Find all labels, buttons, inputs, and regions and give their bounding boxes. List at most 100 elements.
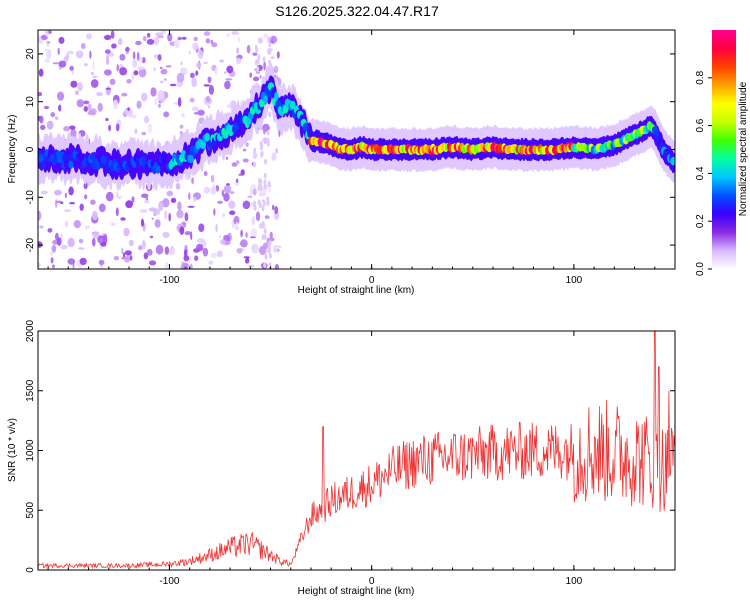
heatmap-cell [90, 152, 96, 161]
heatmap-cell [168, 212, 171, 222]
heatmap-cell [84, 225, 90, 230]
heatmap-cell [108, 124, 112, 132]
colorbar-ticks: 0.0 0.2 0.4 0.6 0.8 [695, 70, 712, 276]
heatmap-cell [235, 57, 242, 65]
heatmap-cell [195, 70, 199, 76]
heatmap-cell [238, 173, 242, 176]
heatmap-cell [306, 128, 312, 138]
heatmap-cell [266, 200, 270, 207]
heatmap-cell [113, 256, 120, 261]
heatmap-cell [46, 41, 51, 44]
heatmap-cell [55, 199, 58, 208]
heatmap-cell [184, 231, 191, 236]
heatmap-cell [105, 191, 114, 202]
heatmap-cell [217, 250, 223, 258]
heatmap-cell [155, 165, 161, 174]
heatmap-cell [207, 76, 212, 83]
heatmap-cell [162, 231, 170, 238]
heatmap-cell [131, 196, 135, 203]
heatmap-cell [79, 257, 87, 266]
y-tick-label: -20 [25, 237, 36, 252]
heatmap-cell [69, 125, 76, 130]
heatmap-cell [268, 240, 272, 246]
heatmap-cell [69, 202, 76, 205]
heatmap-cell [183, 255, 190, 262]
heatmap-cell [222, 130, 229, 139]
heatmap-cell [203, 171, 208, 176]
heatmap-cell [187, 154, 195, 164]
heatmap-cell [160, 68, 168, 75]
heatmap-cell [119, 67, 128, 76]
heatmap-cell [269, 231, 273, 239]
heatmap-cell [193, 196, 197, 202]
heatmap-cell [181, 113, 185, 118]
spectrogram-xlabel: Height of straight line (km) [298, 285, 415, 296]
heatmap-cell [74, 90, 79, 96]
heatmap-cell [240, 169, 245, 176]
heatmap-cell [58, 60, 67, 68]
heatmap-cell [125, 52, 129, 55]
heatmap-cell [193, 36, 198, 42]
heatmap-cell [159, 66, 163, 70]
heatmap-cell [67, 237, 75, 248]
heatmap-cell [68, 160, 74, 169]
heatmap-cell [252, 151, 258, 160]
heatmap-cell [80, 43, 86, 50]
heatmap-cell [98, 203, 106, 213]
heatmap-cell [155, 32, 163, 37]
heatmap-cell [129, 255, 133, 261]
heatmap-cell [231, 31, 240, 35]
heatmap-cell [235, 178, 239, 183]
snr-xlabel: Height of straight line (km) [298, 586, 415, 597]
heatmap-cell [141, 92, 148, 102]
heatmap-cell [113, 99, 119, 110]
heatmap-cell [250, 184, 257, 190]
heatmap-cell [194, 255, 199, 261]
heatmap-cell [193, 111, 200, 115]
heatmap-cell [219, 59, 225, 63]
heatmap-cell [259, 140, 263, 147]
heatmap-cell [92, 237, 96, 247]
heatmap-cell [38, 262, 41, 268]
heatmap-cell [84, 194, 88, 200]
heatmap-cell [116, 64, 119, 72]
y-tick-label: 1000 [25, 439, 36, 462]
heatmap-cell [123, 255, 131, 263]
heatmap-cell [192, 42, 199, 51]
heatmap-cell [127, 107, 130, 111]
heatmap-cell [263, 127, 266, 135]
heatmap-cell [124, 250, 132, 256]
heatmap-cell [118, 37, 123, 46]
heatmap-cell [161, 200, 166, 203]
heatmap-cell [104, 49, 111, 54]
heatmap-cell [50, 250, 54, 256]
heatmap-cell [184, 212, 189, 222]
heatmap-cell [143, 115, 150, 124]
heatmap-cell [130, 114, 137, 119]
heatmap-cell [46, 120, 54, 130]
heatmap-cell [274, 91, 279, 101]
heatmap-cell [278, 84, 282, 89]
heatmap-cell [70, 128, 77, 139]
heatmap-cell [121, 247, 124, 255]
y-tick-label: -10 [25, 190, 36, 205]
heatmap-cell [210, 174, 215, 183]
y-tick-label: 1500 [25, 379, 36, 402]
heatmap-cell [190, 72, 195, 79]
heatmap-cell [50, 257, 54, 264]
heatmap-cell [119, 53, 126, 61]
heatmap-cell [217, 200, 223, 204]
heatmap-cell [250, 228, 258, 237]
heatmap-cell [259, 74, 262, 79]
heatmap-cell [92, 61, 95, 71]
heatmap-cell [67, 258, 76, 265]
heatmap-cell [40, 124, 46, 131]
heatmap-cell [132, 59, 138, 68]
heatmap-cell [274, 206, 279, 215]
heatmap-cell [110, 222, 116, 227]
heatmap-cell [187, 205, 195, 208]
heatmap-cell [242, 158, 249, 163]
heatmap-cell [140, 209, 145, 213]
